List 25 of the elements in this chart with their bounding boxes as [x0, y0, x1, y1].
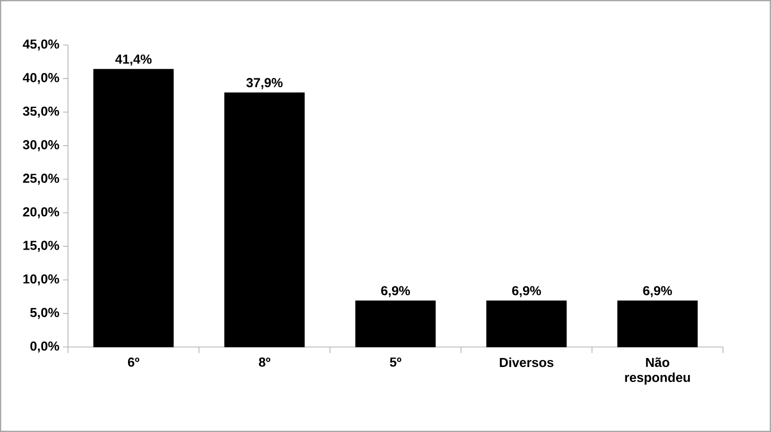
y-tick-label: 10,0% [23, 274, 60, 286]
data-label: 6,9% [512, 286, 541, 298]
y-tick-label: 25,0% [23, 174, 60, 185]
x-tick-label: 5º [390, 358, 402, 367]
y-tick-label: 5,0% [30, 308, 60, 319]
bar [224, 92, 305, 348]
bar [617, 300, 698, 348]
x-tick-label: Não respondeu [625, 358, 690, 385]
y-tick-label: 35,0% [22, 106, 60, 118]
bar [93, 68, 174, 348]
y-tick-label: 40,0% [22, 73, 60, 84]
y-tick-label: 0,0% [30, 341, 60, 353]
data-label: 6,9% [643, 286, 672, 298]
x-tick-label: Diversos [500, 358, 554, 368]
x-tick-label: 8º [258, 358, 270, 367]
data-label: 41,4% [115, 54, 152, 66]
bar [486, 300, 567, 348]
y-tick-label: 20,0% [23, 207, 60, 218]
y-tick-label: 30,0% [22, 140, 60, 152]
y-tick-label: 45,0% [22, 39, 60, 51]
y-tick-label: 15,0% [23, 240, 60, 252]
x-tick-label: 6º [128, 358, 140, 367]
data-label: 6,9% [381, 286, 410, 298]
bar [355, 300, 436, 348]
data-label: 37,9% [246, 78, 283, 90]
